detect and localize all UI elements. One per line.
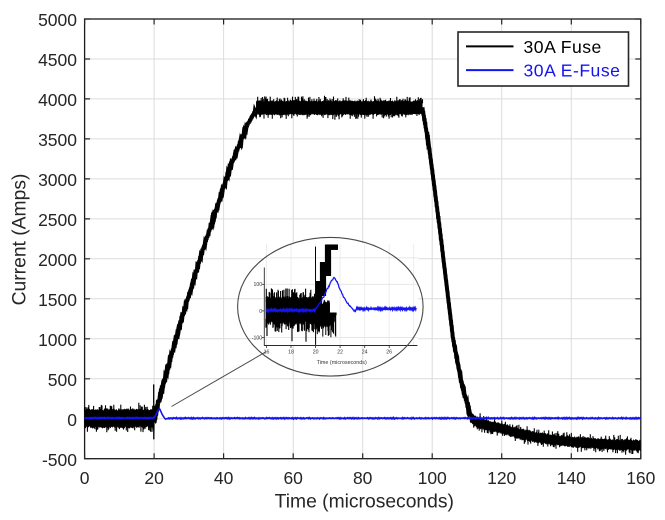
svg-text:0: 0	[67, 410, 77, 430]
svg-text:1000: 1000	[38, 330, 77, 350]
svg-text:30A E-Fuse: 30A E-Fuse	[524, 61, 621, 81]
svg-text:100: 100	[254, 282, 263, 288]
svg-text:20: 20	[144, 468, 164, 488]
svg-text:4000: 4000	[38, 90, 77, 110]
svg-text:500: 500	[48, 370, 77, 390]
svg-text:0: 0	[259, 309, 262, 315]
svg-text:18: 18	[288, 350, 294, 356]
svg-text:Time (microseconds): Time (microseconds)	[275, 492, 454, 513]
svg-text:2500: 2500	[38, 210, 77, 230]
svg-text:24: 24	[362, 350, 368, 356]
svg-text:160: 160	[626, 468, 655, 488]
svg-text:100: 100	[418, 468, 447, 488]
svg-text:140: 140	[557, 468, 586, 488]
svg-text:26: 26	[386, 350, 392, 356]
svg-text:-100: -100	[252, 335, 262, 341]
svg-text:1500: 1500	[38, 290, 77, 310]
svg-text:60: 60	[283, 468, 303, 488]
svg-text:3500: 3500	[38, 130, 77, 150]
svg-text:3000: 3000	[38, 170, 77, 190]
svg-text:30A Fuse: 30A Fuse	[524, 37, 602, 57]
svg-text:Time (microseconds): Time (microseconds)	[317, 360, 367, 366]
svg-text:5000: 5000	[38, 10, 77, 30]
svg-text:20: 20	[313, 350, 319, 356]
svg-text:22: 22	[337, 350, 343, 356]
svg-text:Current (Amps): Current (Amps)	[10, 174, 31, 306]
svg-text:0: 0	[80, 468, 90, 488]
svg-text:120: 120	[487, 468, 516, 488]
svg-text:2000: 2000	[38, 250, 77, 270]
svg-text:-500: -500	[42, 450, 77, 470]
svg-text:16: 16	[264, 350, 270, 356]
svg-text:40: 40	[214, 468, 234, 488]
svg-text:4500: 4500	[38, 50, 77, 70]
svg-text:80: 80	[353, 468, 373, 488]
